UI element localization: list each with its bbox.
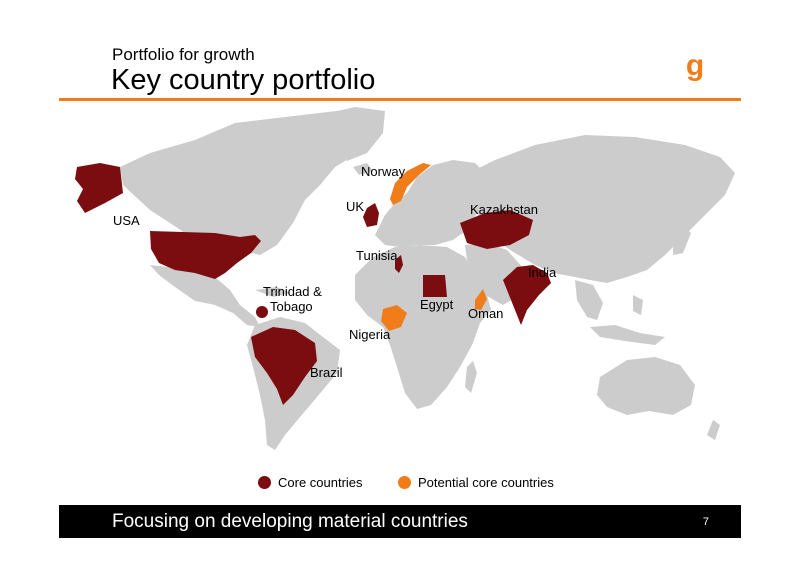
world-map [75,107,735,450]
label-tunisia: Tunisia [356,248,398,263]
label-uk: UK [346,199,365,214]
nigeria-shape [381,305,407,331]
trinidad-tobago-marker [256,306,268,318]
label-india: India [528,265,557,280]
footer-bar: Focusing on developing material countrie… [59,505,741,538]
label-norway: Norway [361,164,406,179]
brazil-shape [251,327,317,405]
label-trinidad-line2: Tobago [270,299,313,314]
footer-text: Focusing on developing material countrie… [112,511,468,532]
core-dot-icon [258,476,271,489]
bg-logo-icon: g [680,50,710,84]
svg-text:g: g [686,50,704,82]
legend-core-label: Core countries [278,475,363,490]
label-egypt: Egypt [420,297,454,312]
legend-potential: Potential core countries [398,475,554,490]
page-number: 7 [702,516,709,528]
label-nigeria: Nigeria [349,327,391,342]
egypt-shape [423,275,447,297]
label-oman: Oman [468,306,504,321]
tunisia-shape [395,255,403,273]
label-usa: USA [113,213,140,228]
uk-shape [363,203,379,227]
alaska-shape [75,163,123,213]
title-divider [59,98,741,101]
label-brazil: Brazil [310,365,343,380]
usa-shape [150,231,261,279]
core-countries [75,163,551,405]
potential-countries [381,163,487,331]
kazakhstan-shape [460,210,533,249]
india-shape [503,265,551,325]
label-trinidad-line1: Trinidad & [263,284,322,299]
legend-potential-label: Potential core countries [418,475,554,490]
potential-dot-icon [398,476,411,489]
oman-shape [475,289,487,310]
slide-subtitle: Portfolio for growth [112,45,255,64]
legend-core: Core countries [258,475,363,490]
slide-title: Key country portfolio [111,64,376,96]
label-kazakhstan: Kazakhstan [470,202,538,217]
landmass [120,107,735,450]
norway-shape [390,163,431,205]
